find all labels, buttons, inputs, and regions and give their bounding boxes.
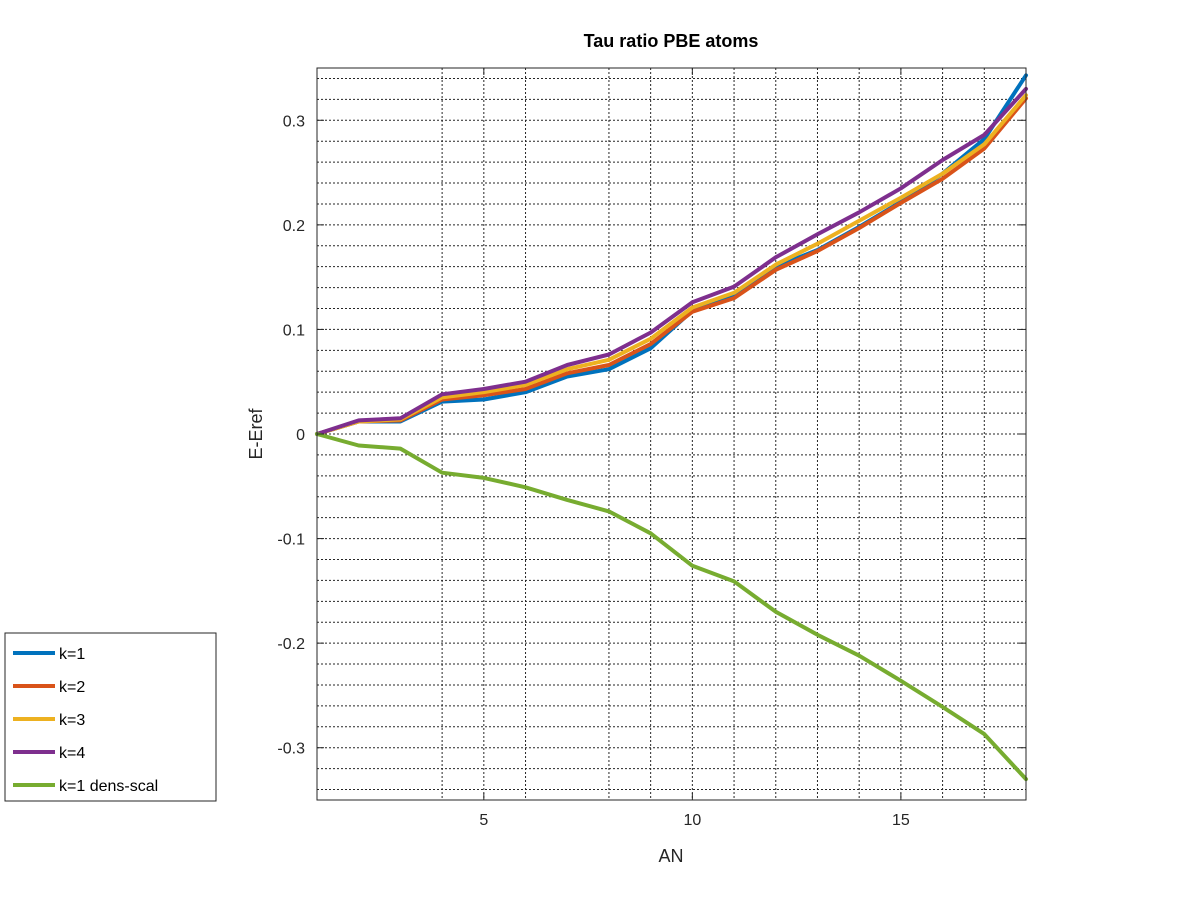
legend-entry-label: k=2	[59, 679, 85, 696]
chart-title: Tau ratio PBE atoms	[584, 31, 759, 51]
y-tick-label: -0.2	[277, 636, 305, 653]
legend-entry-label: k=3	[59, 712, 85, 729]
x-tick-label: 15	[892, 812, 910, 829]
series-line-4	[315, 86, 1028, 436]
y-tick-label: 0.3	[283, 113, 305, 130]
x-tick-label: 5	[479, 812, 488, 829]
plot-area: 5 10 15 -0.3 -0.2 -0.1 0 0.1 0.2 0.3	[277, 67, 1028, 829]
y-tick-label: -0.1	[277, 532, 305, 549]
ticks: 5 10 15 -0.3 -0.2 -0.1 0 0.1 0.2 0.3	[277, 68, 1026, 829]
y-tick-label: 0.2	[283, 218, 305, 235]
series-line-5	[315, 432, 1028, 782]
legend: k=1 k=2 k=3 k=4 k=1 dens-scal	[4, 632, 217, 802]
y-axis-label: E-Eref	[246, 407, 266, 459]
x-tick-label: 10	[683, 812, 701, 829]
plot-background	[317, 68, 1026, 800]
legend-entry-label: k=4	[59, 745, 85, 762]
legend-entry-label: k=1	[59, 646, 85, 663]
y-tick-label: 0	[296, 427, 305, 444]
y-tick-label: -0.3	[277, 741, 305, 758]
y-tick-label: 0.1	[283, 322, 305, 339]
x-axis-label: AN	[658, 846, 683, 866]
legend-entry-label: k=1 dens-scal	[59, 778, 158, 795]
series-lines	[315, 73, 1028, 782]
series-line-3	[315, 93, 1028, 436]
